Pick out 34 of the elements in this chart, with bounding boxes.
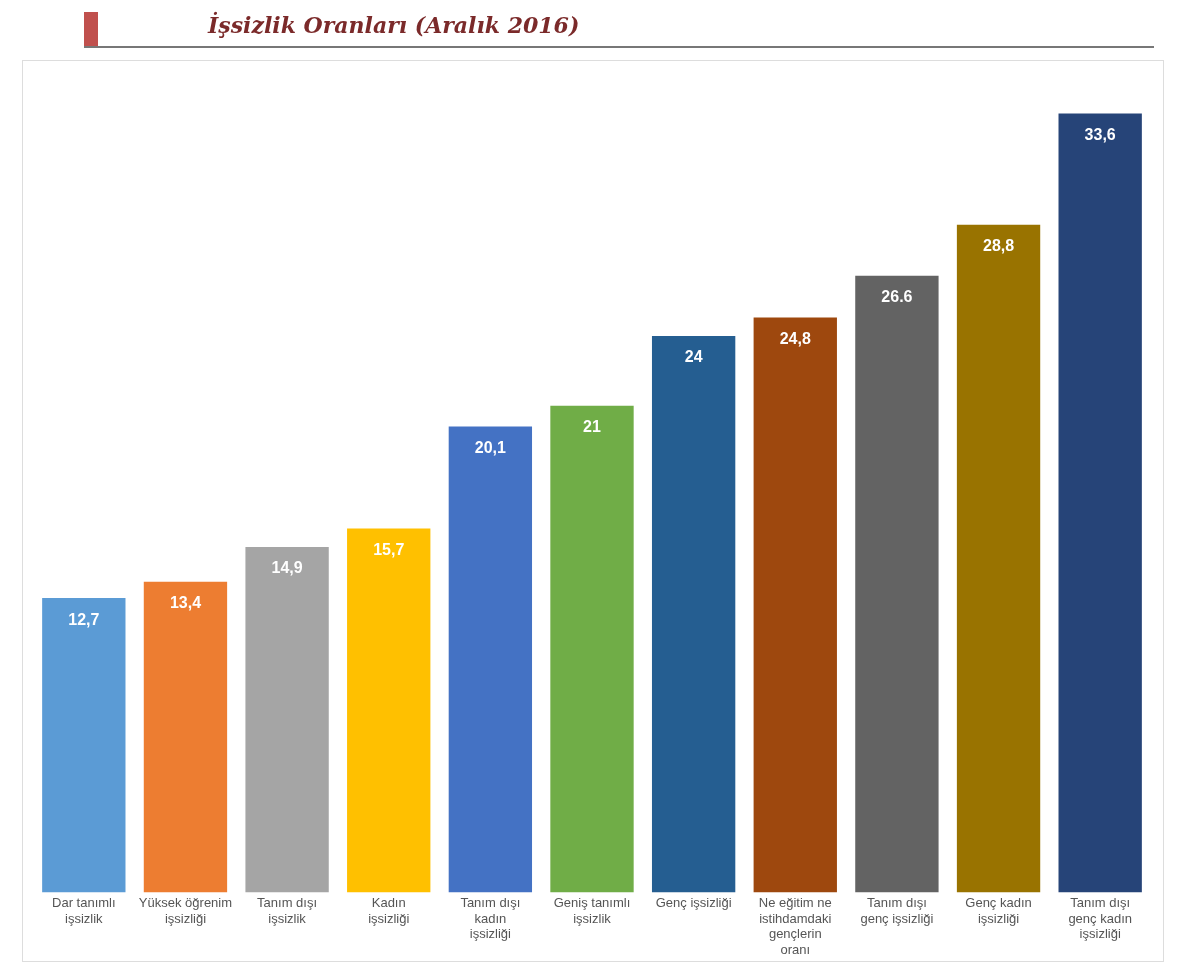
x-tick-label: Kadın işsizliği	[368, 894, 410, 926]
x-tick-label: Tanım dışı kadın işsizliği	[460, 894, 521, 942]
x-tick-label: Ne eğitim ne istihdamdaki gençlerin oranı	[758, 894, 832, 957]
chart-title: İşsizlik Oranları (Aralık 2016)	[208, 12, 580, 38]
bar	[448, 426, 533, 893]
bar	[651, 336, 736, 893]
x-tick-label: Tanım dışı işsizlik	[257, 894, 318, 926]
x-tick-label: Genç kadın işsizliği	[965, 894, 1032, 926]
bar	[347, 528, 431, 893]
data-label: 13,4	[169, 594, 202, 612]
bar	[550, 405, 634, 893]
data-label: 20,1	[474, 438, 507, 456]
data-label: 24,8	[779, 329, 811, 347]
data-label: 28,8	[982, 237, 1015, 255]
data-label: 14,9	[271, 559, 303, 577]
bar	[855, 275, 939, 893]
bar	[143, 581, 228, 893]
x-tick-label: Tanım dışı genç işsizliği	[860, 894, 934, 926]
bar	[956, 224, 1041, 893]
bar	[753, 317, 837, 893]
data-label: 15,7	[373, 540, 405, 558]
bar	[1058, 113, 1142, 893]
x-tick-label: Dar tanımlı işsizlik	[52, 894, 116, 926]
data-label: 21	[583, 418, 601, 436]
x-tick-label: Tanım dışı genç kadın işsizliği	[1068, 894, 1132, 942]
data-label: 26.6	[881, 288, 913, 306]
bar	[42, 598, 126, 893]
x-tick-label: Geniş tanımlı işsizlik	[553, 894, 631, 926]
data-label: 33,6	[1084, 125, 1116, 143]
x-tick-label: Yüksek öğrenim işsizliği	[138, 894, 233, 926]
data-label: 24	[684, 348, 703, 366]
bar	[245, 547, 329, 893]
x-tick-label: Genç işsizliği	[655, 894, 732, 910]
data-label: 12,7	[68, 610, 100, 628]
